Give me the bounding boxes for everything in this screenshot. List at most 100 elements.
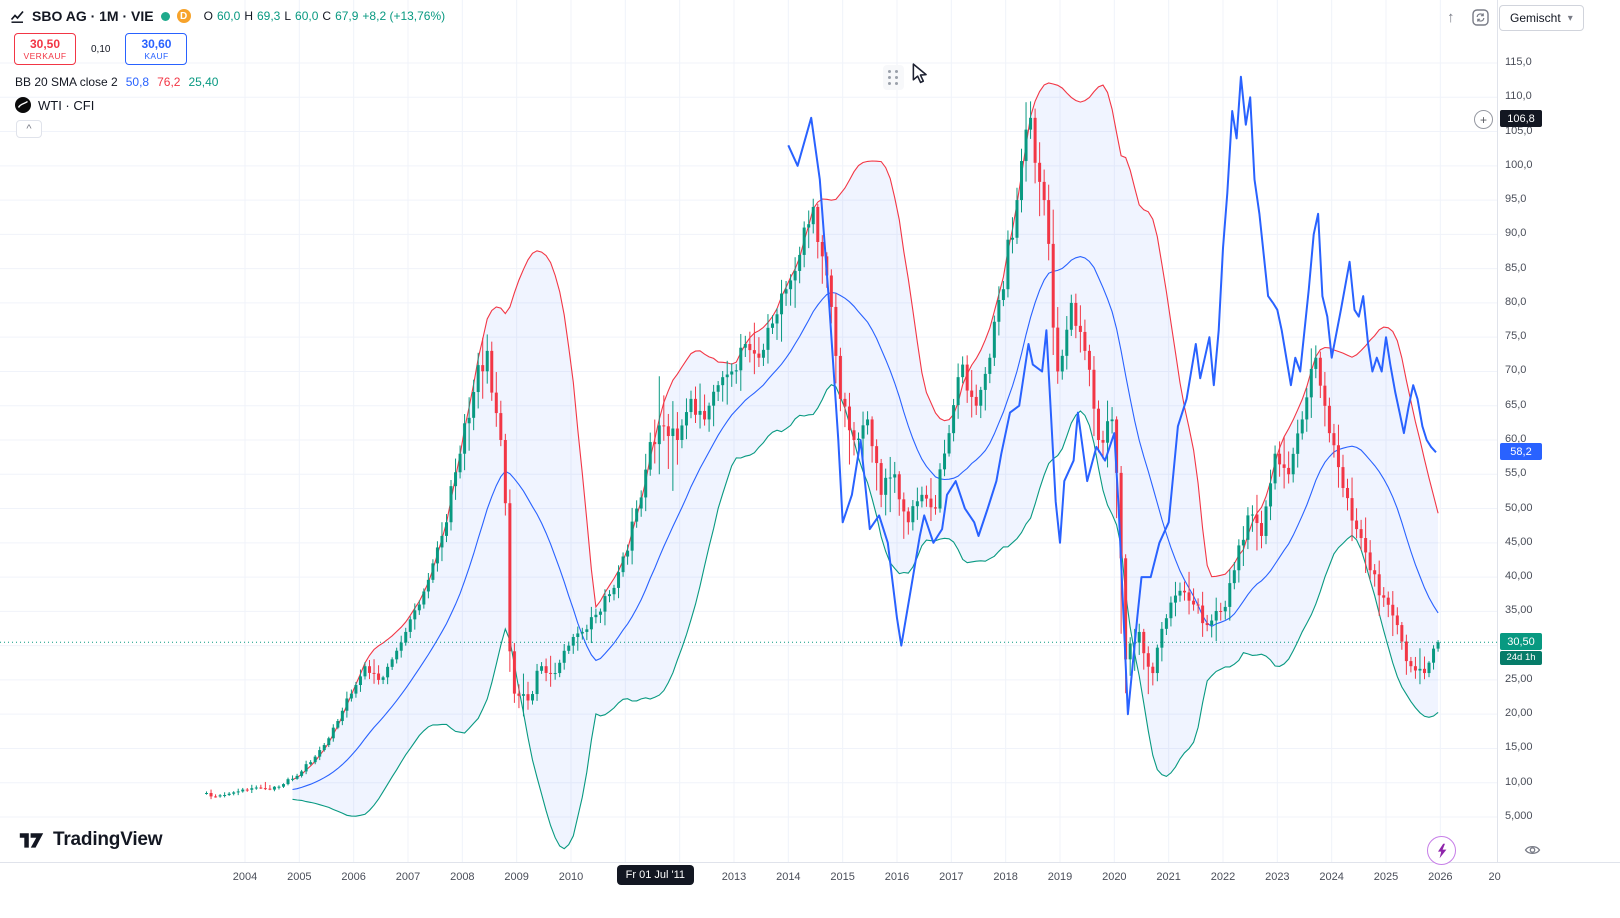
price-tick-label: 20,00 — [1505, 707, 1533, 720]
bb-lower-value: 25,40 — [188, 75, 219, 89]
price-tick-label: 90,0 — [1505, 227, 1527, 240]
year-tick-label: 2014 — [776, 871, 801, 883]
last-price-value: 30,50 — [1500, 633, 1542, 651]
bar-countdown: 24d 1h — [1500, 651, 1542, 665]
year-tick-label: 2022 — [1210, 871, 1236, 883]
crosshair-time-badge: Fr 01 Jul '11 — [616, 865, 695, 885]
buy-button[interactable]: 30,60 KAUF — [125, 33, 188, 65]
ohlc-readout: O 60,0 H 69,3 L 60,0 C 67,9 +8,2 (+13,76%) — [204, 9, 446, 23]
year-tick-label: 2017 — [939, 871, 964, 883]
wti-logo-icon — [15, 97, 31, 113]
bb-basis-line — [292, 256, 1439, 791]
mouse-cursor-icon — [911, 63, 929, 87]
price-tick-label: 110,0 — [1505, 90, 1532, 103]
change-value: +8,2 (+13,76%) — [362, 9, 446, 23]
symbol-logo-icon[interactable] — [10, 9, 25, 24]
collapse-caret-icon: ^ — [26, 122, 32, 135]
chevron-down-icon: ▾ — [1567, 12, 1573, 24]
price-tick-label: 75,0 — [1505, 330, 1527, 343]
year-tick-label: 2007 — [395, 871, 421, 883]
tradingview-logo-mark — [19, 833, 44, 848]
merged-scales-label: Gemischt — [1510, 11, 1561, 25]
sell-price: 30,50 — [29, 36, 61, 51]
toolbar-drag-handle[interactable] — [883, 65, 904, 90]
price-tick-label: 40,00 — [1505, 570, 1533, 583]
year-tick-label: 2009 — [504, 871, 529, 883]
year-tick-label: 2020 — [1102, 871, 1127, 883]
price-tick-label: 100,0 — [1505, 158, 1533, 171]
year-tick-label: 2016 — [884, 871, 910, 883]
lightning-bolt-button[interactable] — [1427, 836, 1456, 865]
year-tick-label: 2025 — [1373, 871, 1399, 883]
close-key: C — [322, 9, 332, 23]
bb-fill-area — [292, 83, 1439, 849]
wti-indicator-title[interactable]: WTI · CFI — [38, 97, 95, 113]
time-axis[interactable]: 2004 2005 2006 2007 2008 2009 2010 2013 2014 2015… — [0, 862, 1620, 918]
wti-indicator-legend[interactable]: WTI · CFI — [15, 97, 94, 113]
market-status-dot-icon[interactable] — [160, 11, 170, 21]
year-tick-label: 2004 — [232, 871, 258, 883]
screenshot-icon[interactable] — [1471, 8, 1490, 30]
buy-price: 30,60 — [141, 36, 172, 51]
year-tick-label: 2005 — [287, 871, 312, 883]
high-value: 69,3 — [256, 9, 281, 23]
year-tick-label: 20 — [1488, 871, 1501, 883]
symbol-title[interactable]: SBO AG · 1M · VIE — [32, 8, 154, 24]
arrow-up-icon[interactable]: ↑ — [1447, 9, 1455, 26]
plus-icon: + — [1479, 112, 1487, 127]
price-axis[interactable]: 115,0 110,0 105,0 100,0 95,0 90,0 85,0 80,0 75,0… — [1497, 0, 1620, 862]
collapse-indicators-button[interactable]: ^ — [16, 120, 42, 138]
year-tick-label: 2013 — [721, 871, 747, 883]
year-tick-label: 2015 — [830, 871, 855, 883]
tradingview-logo[interactable]: TradingView — [18, 828, 163, 851]
sell-label: VERKAUF — [23, 50, 67, 61]
price-chart-canvas[interactable] — [0, 0, 1497, 862]
price-tick-label: 80,0 — [1505, 295, 1527, 308]
year-tick-label: 2024 — [1319, 871, 1344, 883]
bb-upper-value: 76,2 — [157, 75, 181, 89]
crosshair-price-badge: 106,8 — [1500, 110, 1542, 128]
sell-button[interactable]: 30,50 VERKAUF — [14, 33, 76, 65]
price-tick-label: 10,00 — [1505, 775, 1533, 788]
open-value: 60,0 — [216, 9, 241, 23]
add-alert-plus-button[interactable]: + — [1474, 110, 1493, 130]
bb-indicator-title[interactable]: BB 20 SMA close 2 — [15, 75, 118, 89]
candles — [205, 101, 1440, 800]
buy-label: KAUF — [144, 50, 169, 61]
price-tick-label: 105,0 — [1505, 124, 1533, 137]
open-key: O — [203, 9, 213, 23]
trade-panel: 30,50 VERKAUF 0,10 30,60 KAUF — [14, 33, 188, 65]
grid-lines — [0, 0, 1497, 862]
year-tick-label: 2018 — [993, 871, 1018, 883]
low-key: L — [284, 9, 292, 23]
delayed-data-badge[interactable]: D — [176, 9, 191, 23]
year-tick-label: 2026 — [1428, 871, 1453, 883]
last-price-badge: 30,50 24d 1h — [1500, 633, 1542, 665]
year-tick-label: 2006 — [341, 871, 366, 883]
year-tick-label: 2021 — [1156, 871, 1181, 883]
eye-icon[interactable] — [1524, 843, 1541, 860]
wti-price-line — [787, 75, 1437, 716]
merged-scales-button[interactable]: Gemischt ▾ — [1499, 5, 1584, 31]
year-tick-label: 2019 — [1047, 871, 1073, 883]
price-tick-label: 95,0 — [1505, 193, 1527, 206]
tradingview-wordmark: TradingView — [53, 828, 163, 850]
bb-basis-value: 50,8 — [125, 75, 150, 89]
price-tick-label: 60,0 — [1505, 432, 1527, 445]
price-tick-label: 85,0 — [1505, 261, 1527, 274]
year-tick-label: 2008 — [450, 871, 475, 883]
wti-last-price-badge: 58,2 — [1500, 443, 1542, 461]
year-tick-label: 2010 — [558, 871, 584, 883]
price-tick-label: 50,00 — [1505, 501, 1533, 514]
price-tick-label: 35,00 — [1505, 604, 1533, 617]
close-value: 67,9 — [335, 9, 359, 23]
bb-indicator-legend[interactable]: BB 20 SMA close 2 50,8 76,2 25,40 — [15, 75, 218, 89]
price-tick-label: 5,000 — [1505, 809, 1533, 822]
price-tick-label: 115,0 — [1505, 56, 1532, 68]
price-tick-label: 45,00 — [1505, 535, 1533, 548]
price-tick-label: 25,00 — [1505, 672, 1533, 685]
price-tick-label: 55,0 — [1505, 467, 1527, 480]
year-tick-label: 2023 — [1265, 871, 1290, 883]
